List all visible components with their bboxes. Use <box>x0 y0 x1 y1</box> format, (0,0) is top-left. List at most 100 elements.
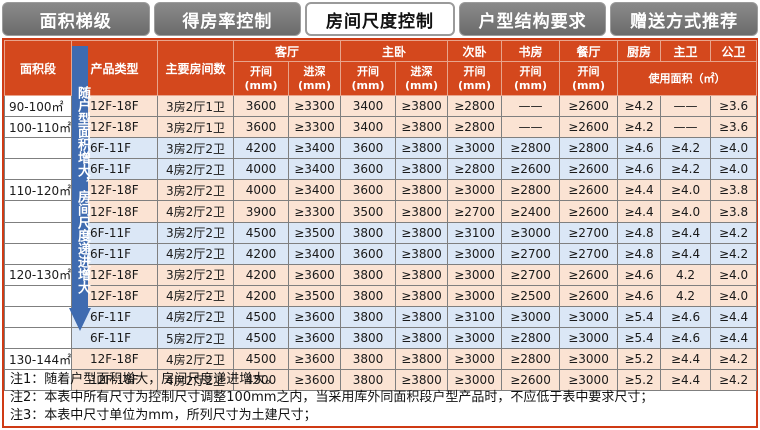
cell-second-width: ≥2800 <box>447 94 503 118</box>
cell-dining-width: ≥3000 <box>559 369 619 392</box>
cell-kitchen-area: ≥4.4 <box>617 179 662 202</box>
cell-master-depth: ≥3800 <box>395 94 449 118</box>
cell-public-bath-area: ≥4.2 <box>710 369 758 392</box>
tab-bar: 面积梯级 得房率控制 房间尺度控制 户型结构要求 赠送方式推荐 <box>2 2 758 38</box>
cell-study-width: —— <box>501 116 561 139</box>
header-study-width: 开间 (mm) <box>501 61 561 96</box>
cell-rooms: 4房2厅2卫 <box>157 348 234 371</box>
cell-master-width: 3600 <box>340 242 397 265</box>
cell-type: 12F-18F <box>71 284 158 307</box>
cell-area <box>4 221 72 244</box>
cell-kitchen-area: ≥4.8 <box>617 242 662 265</box>
cell-rooms: 3房2厅1卫 <box>157 116 234 139</box>
table-row: 6F-11F 4房2厅2卫 4200 ≥3400 3600 ≥3800 ≥3000 ≥2700… <box>4 242 758 265</box>
cell-dining-width: ≥2800 <box>559 137 619 160</box>
header-living: 客厅 <box>232 40 342 62</box>
cell-kitchen-area: ≥4.6 <box>617 263 662 286</box>
cell-master-depth: ≥3800 <box>395 179 449 202</box>
cell-dining-width: ≥2700 <box>559 221 619 244</box>
cell-public-bath-area: ≥3.6 <box>710 94 758 118</box>
cell-main-bath-area: ≥4.4 <box>660 348 712 371</box>
cell-rooms: 4房2厅2卫 <box>157 305 234 329</box>
tab-structure-requirements[interactable]: 户型结构要求 <box>458 2 607 36</box>
cell-rooms: 4房2厅2卫 <box>157 284 234 307</box>
cell-rooms: 3房2厅1卫 <box>157 94 234 118</box>
table-row: 12F-18F 4房2厅2卫 4500 ≥3600 3800 ≥3800 ≥3000 ≥260… <box>4 369 758 392</box>
cell-living-depth: ≥3600 <box>287 263 342 286</box>
cell-kitchen-area: ≥4.2 <box>617 116 662 139</box>
cell-living-depth: ≥3600 <box>287 348 342 371</box>
cell-second-width: ≥3000 <box>447 327 503 350</box>
cell-living-width: 4500 <box>233 369 289 392</box>
cell-rooms: 4房2厅2卫 <box>157 200 234 223</box>
cell-area <box>4 200 72 223</box>
header-master-width: 开间 (mm) <box>340 61 397 96</box>
cell-kitchen-area: ≥5.2 <box>617 348 662 371</box>
cell-second-width: ≥3000 <box>447 348 503 371</box>
cell-dining-width: ≥2600 <box>559 158 619 181</box>
cell-public-bath-area: ≥4.0 <box>710 158 758 181</box>
note-2: 注2：本表中所有尺寸为控制尺寸调整100mm之内，当采用库外同面积段户型产品时，… <box>10 390 654 405</box>
table-row: 90-100㎡ 12F-18F 3房2厅1卫 3600 ≥3300 3400 ≥3800 ≥2… <box>4 94 758 118</box>
cell-dining-width: ≥2600 <box>559 200 619 223</box>
cell-kitchen-area: ≥4.2 <box>617 94 662 118</box>
note-1: 注1：随着户型面积增大，房间尺度递进增大。 <box>10 372 279 387</box>
header-master-depth: 进深 (mm) <box>395 61 449 96</box>
tab-room-scale-control[interactable]: 房间尺度控制 <box>305 2 455 36</box>
cell-living-depth: ≥3400 <box>287 137 342 160</box>
cell-living-depth: ≥3400 <box>287 242 342 265</box>
tab-bonus-methods[interactable]: 赠送方式推荐 <box>610 2 758 36</box>
header-usable-area: 使用面积（㎡） <box>617 61 758 96</box>
cell-rooms: 4房2厅2卫 <box>157 242 234 265</box>
cell-type: 6F-11F <box>71 327 158 350</box>
arrow-label: 随户型面积增大，房间尺度递进增大 <box>75 86 90 294</box>
cell-main-bath-area: ≥4.6 <box>660 305 712 329</box>
cell-living-depth: ≥3400 <box>287 179 342 202</box>
cell-kitchen-area: ≥4.8 <box>617 221 662 244</box>
table-row: 6F-11F 4房2厅2卫 4000 ≥3400 3600 ≥3800 ≥2800 ≥2600… <box>4 158 758 181</box>
cell-area: 90-100㎡ <box>4 94 72 118</box>
header-kitchen: 厨房 <box>617 40 662 62</box>
cell-kitchen-area: ≥5.4 <box>617 305 662 329</box>
cell-living-width: 3600 <box>233 94 289 118</box>
note-3: 注3：本表中尺寸单位为mm，所列尺寸为土建尺寸； <box>10 408 317 423</box>
cell-second-width: ≥3000 <box>447 242 503 265</box>
cell-public-bath-area: ≥3.8 <box>710 179 758 202</box>
cell-living-width: 4500 <box>233 348 289 371</box>
cell-second-width: ≥3000 <box>447 263 503 286</box>
table-row: 6F-11F 3房2厅2卫 4200 ≥3400 3600 ≥3800 ≥3000 ≥2800… <box>4 137 758 160</box>
cell-study-width: ≥2800 <box>501 137 561 160</box>
cell-area: 130-144㎡ <box>4 348 72 371</box>
tab-area-steps[interactable]: 面积梯级 <box>2 2 150 36</box>
header-area: 面积段 <box>4 40 72 96</box>
cell-rooms: 5房2厅2卫 <box>157 327 234 350</box>
tab-efficiency-control[interactable]: 得房率控制 <box>153 2 302 36</box>
table-header: 面积段 产品类型 主要房间数 客厅 主卧 次卧 书房 餐厅 厨房 主卫 公卫 开… <box>4 40 758 96</box>
cell-rooms: 4房2厅2卫 <box>157 158 234 181</box>
cell-study-width: ≥2600 <box>501 158 561 181</box>
cell-dining-width: ≥3000 <box>559 348 619 371</box>
cell-living-width: 4200 <box>233 242 289 265</box>
cell-master-width: 3800 <box>340 263 397 286</box>
header-main-bath: 主卫 <box>660 40 712 62</box>
cell-living-width: 4200 <box>233 284 289 307</box>
cell-living-width: 4200 <box>233 137 289 160</box>
cell-public-bath-area: ≥4.2 <box>710 348 758 371</box>
header-study: 书房 <box>501 40 561 62</box>
cell-type: 12F-18F <box>71 179 158 202</box>
cell-type: 12F-18F <box>71 200 158 223</box>
cell-rooms: 3房2厅2卫 <box>157 221 234 244</box>
cell-main-bath-area: —— <box>660 94 712 118</box>
table-frame: 面积段 产品类型 主要房间数 客厅 主卧 次卧 书房 餐厅 厨房 主卫 公卫 开… <box>2 38 758 428</box>
cell-living-depth: ≥3500 <box>287 284 342 307</box>
header-public-bath: 公卫 <box>710 40 758 62</box>
cell-master-width: 3800 <box>340 305 397 329</box>
table-row: 12F-18F 4房2厅2卫 3900 ≥3300 3500 ≥3800 ≥2700 ≥240… <box>4 200 758 223</box>
cell-master-width: 3500 <box>340 200 397 223</box>
cell-second-width: ≥2800 <box>447 116 503 139</box>
cell-main-bath-area: ≥4.0 <box>660 200 712 223</box>
cell-master-depth: ≥3800 <box>395 200 449 223</box>
cell-area <box>4 369 72 392</box>
table-body: 90-100㎡ 12F-18F 3房2厅1卫 3600 ≥3300 3400 ≥3800 ≥2… <box>4 94 758 392</box>
cell-kitchen-area: ≥4.6 <box>617 158 662 181</box>
